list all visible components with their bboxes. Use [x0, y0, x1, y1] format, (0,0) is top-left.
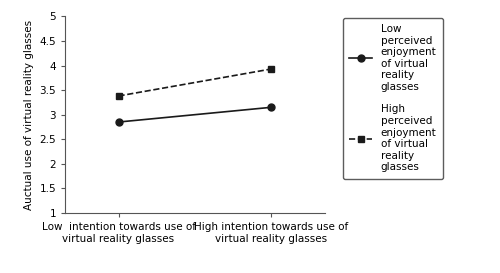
Y-axis label: Auctual use of virtual reality glasses: Auctual use of virtual reality glasses: [24, 20, 34, 210]
Legend: Low
perceived
enjoyment
of virtual
reality
glasses, High
perceived
enjoyment
of : Low perceived enjoyment of virtual reali…: [343, 18, 442, 179]
